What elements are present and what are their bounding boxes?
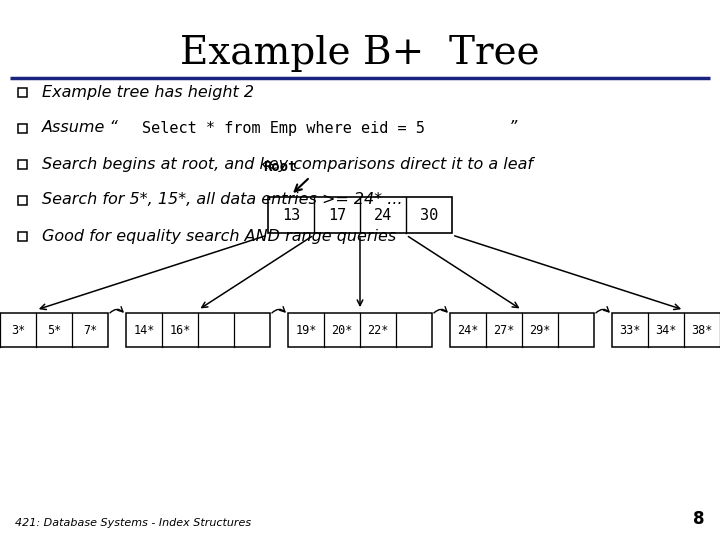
Text: 30: 30 xyxy=(420,207,438,222)
Text: 38*: 38* xyxy=(691,323,713,336)
Bar xyxy=(450,313,594,347)
Text: 14*: 14* xyxy=(133,323,155,336)
Text: 34*: 34* xyxy=(655,323,677,336)
Bar xyxy=(17,159,27,168)
Text: 13: 13 xyxy=(282,207,300,222)
Bar xyxy=(612,313,720,347)
Text: 20*: 20* xyxy=(331,323,353,336)
Text: 27*: 27* xyxy=(493,323,515,336)
Bar xyxy=(268,197,452,233)
Bar xyxy=(126,313,270,347)
Bar xyxy=(17,232,27,240)
Text: 24: 24 xyxy=(374,207,392,222)
Text: 22*: 22* xyxy=(367,323,389,336)
Text: Example B+  Tree: Example B+ Tree xyxy=(180,35,540,72)
Text: 7*: 7* xyxy=(83,323,97,336)
Text: 3*: 3* xyxy=(11,323,25,336)
Text: 24*: 24* xyxy=(457,323,479,336)
Text: Assume “: Assume “ xyxy=(42,120,119,136)
Text: 5*: 5* xyxy=(47,323,61,336)
Bar xyxy=(288,313,432,347)
Text: Search for 5*, 15*, all data entries >= 24* ...: Search for 5*, 15*, all data entries >= … xyxy=(42,192,402,207)
Bar xyxy=(17,87,27,97)
Text: 421: Database Systems - Index Structures: 421: Database Systems - Index Structures xyxy=(15,518,251,528)
Text: 33*: 33* xyxy=(619,323,641,336)
Text: 29*: 29* xyxy=(529,323,551,336)
Text: 19*: 19* xyxy=(295,323,317,336)
Text: Good for equality search AND range queries: Good for equality search AND range queri… xyxy=(42,228,396,244)
Bar xyxy=(0,313,108,347)
Bar xyxy=(17,195,27,205)
Text: 17: 17 xyxy=(328,207,346,222)
Text: Select * from Emp where eid = 5: Select * from Emp where eid = 5 xyxy=(142,120,425,136)
Text: 8: 8 xyxy=(693,510,705,528)
Text: Search begins at root, and key comparisons direct it to a leaf: Search begins at root, and key compariso… xyxy=(42,157,533,172)
Text: Example tree has height 2: Example tree has height 2 xyxy=(42,84,254,99)
Text: 16*: 16* xyxy=(169,323,191,336)
Bar xyxy=(17,124,27,132)
Text: Root: Root xyxy=(264,160,297,174)
Text: ”: ” xyxy=(509,120,517,136)
